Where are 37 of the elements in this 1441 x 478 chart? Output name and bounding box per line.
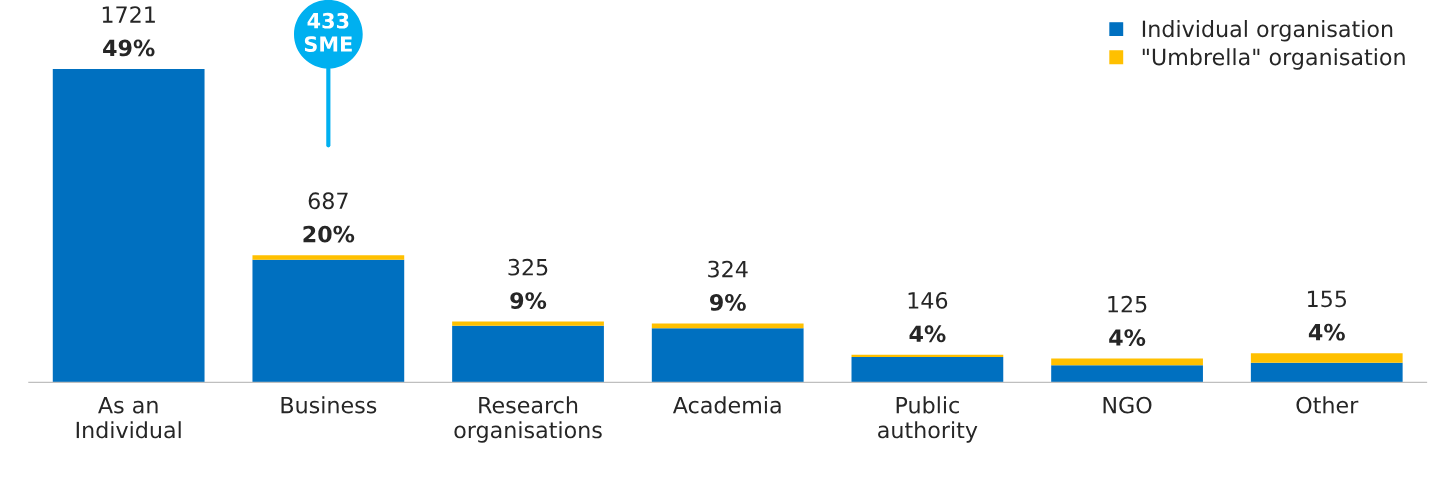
bar bbox=[1051, 365, 1203, 383]
bar bbox=[252, 255, 405, 260]
bar bbox=[1051, 358, 1203, 366]
annotation: 9% bbox=[510, 292, 547, 309]
bar bbox=[651, 328, 804, 383]
text: 433 SME bbox=[304, 12, 352, 52]
legend-label: "Umbrella" organisation bbox=[1142, 48, 1405, 70]
annotation: 49% bbox=[103, 39, 155, 57]
annotation: 325 bbox=[508, 258, 548, 276]
annotation: 1721 bbox=[102, 6, 155, 23]
annotation: 125 bbox=[1108, 295, 1147, 313]
bar bbox=[651, 323, 804, 329]
legend-label: Individual organisation bbox=[1142, 20, 1393, 42]
annotation: 4% bbox=[909, 325, 946, 343]
annotation: 324 bbox=[708, 260, 748, 278]
bar bbox=[851, 357, 1004, 383]
bar bbox=[851, 354, 1004, 358]
x-tick-label: Business bbox=[281, 396, 377, 414]
bar bbox=[252, 259, 405, 383]
x-tick-label: NGO bbox=[1103, 396, 1152, 414]
x-tick-label: Academia bbox=[672, 396, 781, 414]
bar bbox=[1250, 353, 1403, 363]
annotation: 146 bbox=[908, 292, 948, 309]
x-tick-label: Public authority bbox=[878, 396, 978, 443]
x-tick-label: As an Individual bbox=[76, 396, 181, 439]
annotation: 687 bbox=[308, 192, 348, 210]
annotation: 9% bbox=[709, 294, 746, 311]
annotation: 20% bbox=[303, 225, 355, 243]
bar bbox=[452, 325, 604, 383]
bar bbox=[452, 321, 604, 326]
bar bbox=[1250, 362, 1403, 383]
x-tick-label: Other bbox=[1296, 396, 1359, 414]
annotation: 4% bbox=[1308, 323, 1345, 341]
x-tick-label: Research organisations bbox=[454, 396, 602, 443]
annotation: 4% bbox=[1109, 329, 1146, 346]
bar bbox=[52, 68, 205, 383]
annotation: 155 bbox=[1307, 290, 1347, 308]
